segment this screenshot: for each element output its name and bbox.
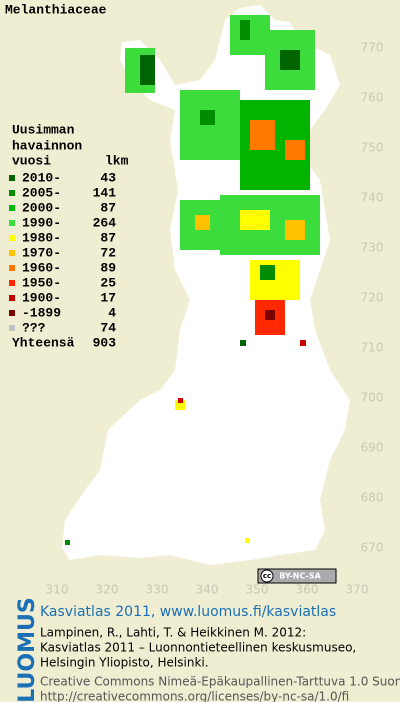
legend-swatch [9, 310, 15, 316]
x-tick-label: 370 [346, 583, 369, 597]
legend-swatch [9, 235, 15, 241]
legend-swatch [9, 205, 15, 211]
cc-badge: cc BY-NC-SA [257, 568, 337, 584]
x-tick-label: 330 [146, 583, 169, 597]
legend-count: 74 [100, 320, 116, 335]
legend-swatch [9, 190, 15, 196]
y-tick-label: 690 [361, 441, 384, 455]
legend-count: 264 [93, 215, 117, 230]
legend-title: vuosi [12, 153, 51, 168]
legend-title: Uusimman [12, 122, 75, 137]
y-tick-label: 670 [361, 541, 384, 555]
legend-swatch [9, 175, 15, 181]
legend-swatch [9, 325, 15, 331]
x-tick-label: 320 [96, 583, 119, 597]
legend-label: 1970- [22, 245, 61, 260]
count-header: lkm [105, 153, 129, 168]
legend-count: 141 [93, 185, 117, 200]
legend-swatch [9, 265, 15, 271]
legend-count: 89 [100, 260, 116, 275]
legend-label: 1960- [22, 260, 61, 275]
map-title: Melanthiaceae [5, 2, 107, 17]
legend-count: 87 [100, 230, 116, 245]
legend-swatch [9, 220, 15, 226]
y-tick-label: 770 [361, 41, 384, 55]
total-count: 903 [93, 335, 117, 350]
legend-count: 87 [100, 200, 116, 215]
legend-label: 1980- [22, 230, 61, 245]
legend-count: 17 [100, 290, 116, 305]
legend-label: 1900- [22, 290, 61, 305]
x-tick-label: 340 [196, 583, 219, 597]
legend-label: 2000- [22, 200, 61, 215]
y-tick-label: 740 [361, 191, 384, 205]
legend-label: 2005- [22, 185, 61, 200]
record-squares [65, 15, 320, 545]
x-tick-label: 350 [246, 583, 269, 597]
y-tick-label: 720 [361, 291, 384, 305]
legend-count: 72 [100, 245, 116, 260]
badge-text: BY-NC-SA [279, 572, 321, 581]
license-line: Creative Commons Nimeä-Epäkaupallinen-Ta… [40, 675, 400, 689]
total-label: Yhteensä [12, 335, 75, 350]
license-line: http://creativecommons.org/licenses/by-n… [40, 690, 349, 702]
badge-icon: cc [263, 572, 271, 580]
legend-title: havainnon [12, 138, 82, 153]
y-tick-label: 750 [361, 141, 384, 155]
legend-label: -1899 [22, 305, 61, 320]
legend-label: ??? [22, 320, 46, 335]
legend-label: 2010- [22, 170, 61, 185]
legend-swatch [9, 295, 15, 301]
citation-line: Helsingin Yliopisto, Helsinki. [40, 656, 209, 670]
y-tick-label: 760 [361, 91, 384, 105]
x-tick-label: 360 [296, 583, 319, 597]
citation-line: Lampinen, R., Lahti, T. & Heikkinen M. 2… [40, 626, 306, 640]
y-tick-label: 680 [361, 491, 384, 505]
legend-label: 1990- [22, 215, 61, 230]
y-tick-label: 730 [361, 241, 384, 255]
headline: Kasviatlas 2011, www.luomus.fi/kasviatla… [40, 604, 336, 620]
y-tick-label: 710 [361, 341, 384, 355]
brand: LUOMUS [15, 597, 40, 702]
legend-count: 25 [100, 275, 116, 290]
citation-line: Kasviatlas 2011 – Luonnontieteellinen ke… [40, 641, 356, 655]
legend-swatch [9, 280, 15, 286]
legend-count: 4 [108, 305, 116, 320]
legend-count: 43 [100, 170, 116, 185]
legend-label: 1950- [22, 275, 61, 290]
legend-swatch [9, 250, 15, 256]
y-tick-label: 700 [361, 391, 384, 405]
x-tick-label: 310 [46, 583, 69, 597]
